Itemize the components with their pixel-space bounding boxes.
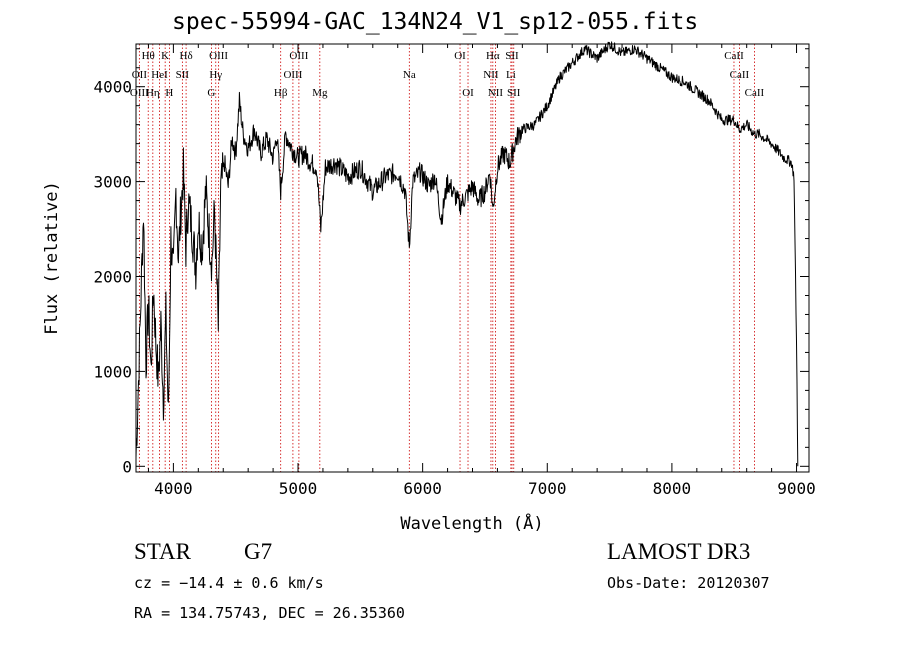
y-tick-label: 4000 [93, 78, 132, 97]
line-label: Hθ [142, 50, 155, 62]
line-label: OIII [130, 87, 149, 99]
line-label: CaII [730, 69, 750, 81]
redshift-text: cz = −14.4 ± 0.6 km/s [134, 574, 324, 592]
line-label: Hα [486, 50, 500, 62]
line-label: CaII [724, 50, 744, 62]
line-label: SII [176, 69, 190, 81]
line-label: OI [462, 87, 474, 99]
spectrum-series [135, 41, 799, 467]
line-label: Li [506, 69, 516, 81]
x-axis-label: Wavelength (Å) [400, 512, 543, 534]
line-label: OII [132, 69, 148, 81]
y-tick-label: 3000 [93, 173, 132, 192]
line-label: G [207, 87, 215, 99]
chart-title: spec-55994-GAC_134N24_V1_sp12-055.fits [172, 9, 699, 35]
line-label: SII [505, 50, 519, 62]
spectrum-line [135, 41, 799, 467]
line-label: Na [403, 69, 416, 81]
x-axis-ticks: 4000 5000 6000 7000 8000 9000 [147, 44, 816, 498]
obs-date-text: Obs-Date: 20120307 [607, 574, 770, 592]
line-label-group: Hθ K Hδ OIII OIII OI Hα SII CaII OII HeI SII Hγ OIII N… [130, 50, 765, 99]
line-label: HeI [151, 69, 168, 81]
x-tick-label: 9000 [777, 479, 816, 498]
x-tick-label: 8000 [653, 479, 692, 498]
y-tick-label: 0 [122, 457, 132, 476]
y-axis-label: Flux (relative) [42, 181, 62, 335]
line-label: Hδ [180, 50, 193, 62]
line-label: Hη [146, 87, 160, 99]
line-label: NII [488, 87, 504, 99]
line-label: OIII [209, 50, 228, 62]
line-label: SII [507, 87, 521, 99]
line-markers [138, 44, 755, 472]
line-label: H [165, 87, 173, 99]
line-label: CaII [745, 87, 765, 99]
survey-label: LAMOST DR3 [607, 539, 751, 564]
y-tick-label: 2000 [93, 268, 132, 287]
line-label: Hβ [274, 87, 288, 99]
line-label: Mg [312, 87, 328, 99]
line-label: NII [483, 69, 499, 81]
x-tick-label: 7000 [528, 479, 567, 498]
y-tick-label: 1000 [93, 362, 132, 381]
x-tick-label: 4000 [154, 479, 193, 498]
line-label: K [161, 50, 169, 62]
subclass-label: G7 [244, 539, 273, 564]
coordinates-text: RA = 134.75743, DEC = 26.35360 [134, 604, 405, 622]
line-label: Hγ [209, 69, 222, 81]
plot-frame [135, 43, 810, 473]
y-axis-ticks: 0 1000 2000 3000 4000 [93, 48, 809, 476]
x-tick-label: 5000 [279, 479, 318, 498]
line-label: OIII [283, 69, 302, 81]
class-label: STAR [134, 539, 191, 564]
x-tick-label: 6000 [403, 479, 442, 498]
line-label: OIII [289, 50, 308, 62]
line-label: OI [454, 50, 466, 62]
